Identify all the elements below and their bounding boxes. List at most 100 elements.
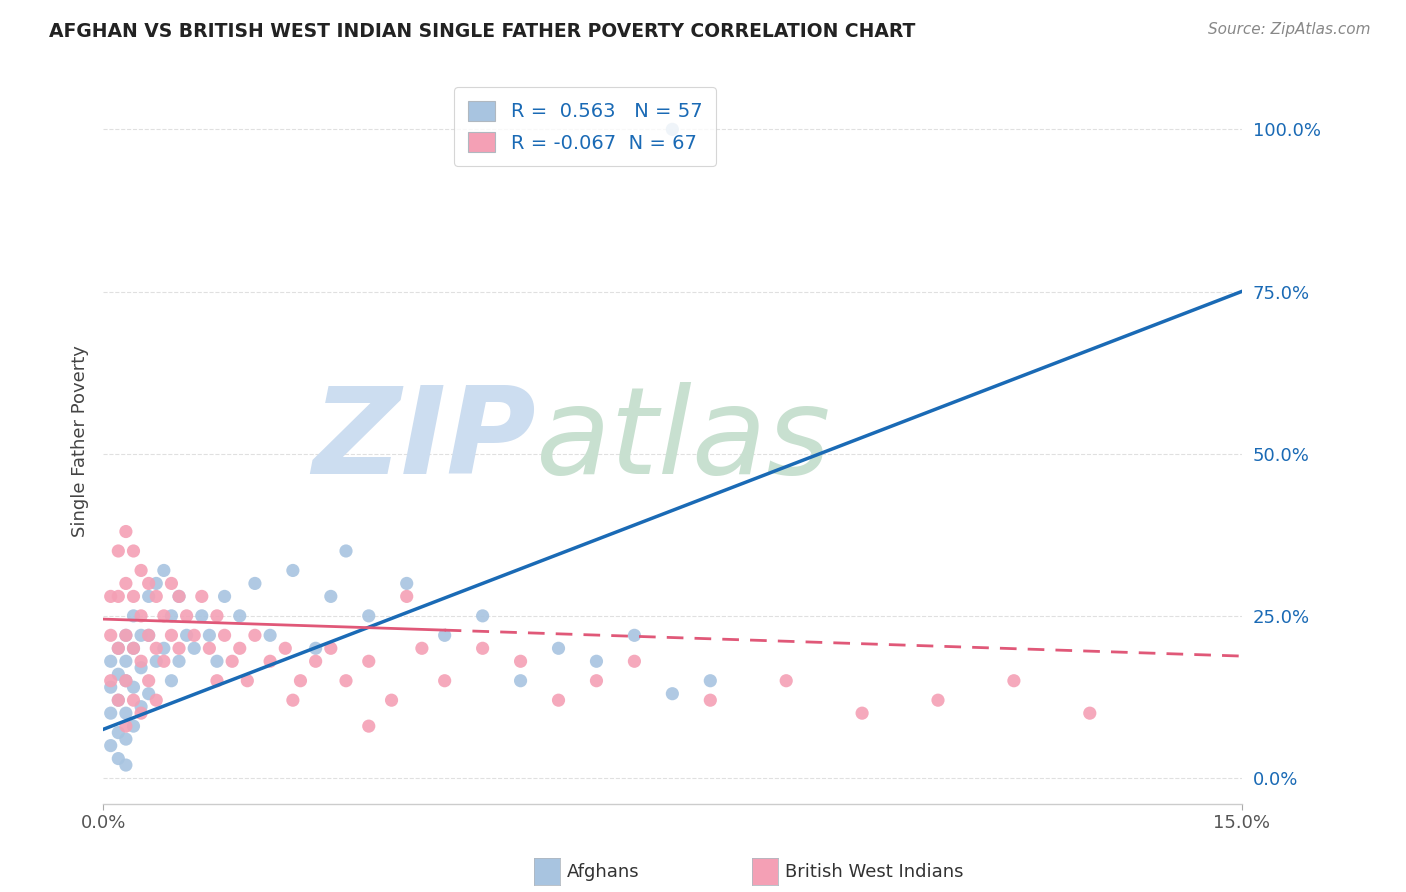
- Point: [160, 673, 183, 688]
- Point: [183, 628, 205, 642]
- Point: [319, 641, 342, 656]
- Point: [129, 608, 152, 623]
- Point: [167, 590, 190, 604]
- Point: [380, 693, 402, 707]
- Point: [100, 706, 122, 721]
- Point: [509, 673, 531, 688]
- Point: [145, 576, 167, 591]
- Point: [115, 673, 138, 688]
- Point: [851, 706, 873, 721]
- Point: [395, 590, 418, 604]
- Point: [145, 590, 167, 604]
- Point: [281, 693, 304, 707]
- Point: [229, 641, 252, 656]
- Point: [122, 719, 145, 733]
- Point: [107, 693, 129, 707]
- Point: [471, 641, 494, 656]
- Point: [129, 628, 152, 642]
- Point: [191, 590, 214, 604]
- Point: [243, 628, 266, 642]
- Point: [290, 673, 312, 688]
- Point: [129, 706, 152, 721]
- Point: [274, 641, 297, 656]
- Point: [160, 608, 183, 623]
- Point: [259, 654, 281, 668]
- Point: [138, 687, 160, 701]
- Point: [129, 654, 152, 668]
- Point: [122, 590, 145, 604]
- Point: [107, 544, 129, 558]
- Point: [221, 654, 243, 668]
- Point: [167, 641, 190, 656]
- Point: [281, 564, 304, 578]
- Point: [122, 693, 145, 707]
- Point: [153, 654, 176, 668]
- Point: [160, 628, 183, 642]
- Point: [115, 576, 138, 591]
- Point: [167, 654, 190, 668]
- Point: [236, 673, 259, 688]
- Point: [395, 576, 418, 591]
- Point: [138, 628, 160, 642]
- Point: [129, 699, 152, 714]
- Point: [205, 608, 228, 623]
- Point: [433, 628, 456, 642]
- Text: atlas: atlas: [536, 382, 831, 500]
- Point: [145, 654, 167, 668]
- Point: [100, 628, 122, 642]
- Point: [176, 628, 198, 642]
- Point: [176, 608, 198, 623]
- Point: [100, 673, 122, 688]
- Y-axis label: Single Father Poverty: Single Father Poverty: [72, 345, 89, 537]
- Point: [107, 751, 129, 765]
- Point: [304, 654, 326, 668]
- Point: [259, 628, 281, 642]
- Point: [214, 590, 236, 604]
- Point: [160, 576, 183, 591]
- Point: [115, 524, 138, 539]
- Point: [107, 641, 129, 656]
- Point: [138, 590, 160, 604]
- Point: [115, 758, 138, 772]
- Point: [115, 732, 138, 747]
- Point: [107, 667, 129, 681]
- Text: ZIP: ZIP: [312, 382, 536, 500]
- Point: [138, 673, 160, 688]
- Point: [107, 693, 129, 707]
- Point: [229, 608, 252, 623]
- Point: [100, 739, 122, 753]
- Point: [153, 564, 176, 578]
- Point: [304, 641, 326, 656]
- Point: [547, 641, 569, 656]
- Point: [122, 641, 145, 656]
- Point: [115, 719, 138, 733]
- Point: [107, 725, 129, 739]
- Point: [153, 641, 176, 656]
- Text: Afghans: Afghans: [567, 863, 640, 881]
- Text: British West Indians: British West Indians: [785, 863, 963, 881]
- Point: [100, 654, 122, 668]
- Point: [153, 608, 176, 623]
- Point: [1002, 673, 1025, 688]
- Point: [433, 673, 456, 688]
- Point: [115, 673, 138, 688]
- Point: [243, 576, 266, 591]
- Point: [138, 628, 160, 642]
- Point: [335, 544, 357, 558]
- Point: [411, 641, 433, 656]
- Point: [122, 544, 145, 558]
- Point: [198, 641, 221, 656]
- Point: [115, 628, 138, 642]
- Point: [699, 693, 721, 707]
- Point: [661, 687, 683, 701]
- Point: [1078, 706, 1101, 721]
- Point: [357, 654, 380, 668]
- Point: [214, 628, 236, 642]
- Point: [927, 693, 949, 707]
- Point: [183, 641, 205, 656]
- Point: [585, 654, 607, 668]
- Point: [138, 576, 160, 591]
- Point: [145, 693, 167, 707]
- Point: [775, 673, 797, 688]
- Point: [100, 680, 122, 694]
